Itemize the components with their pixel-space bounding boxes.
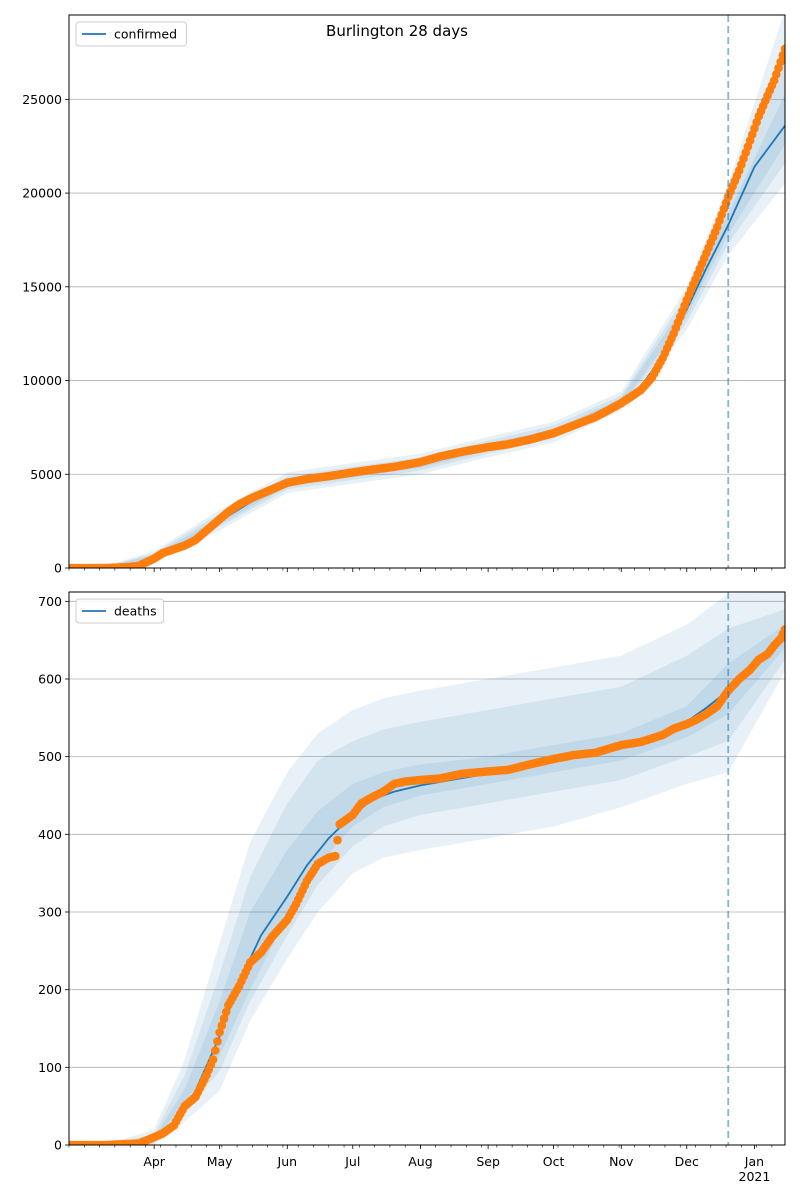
x-tick-label: Jan <box>744 1154 764 1169</box>
x-tick-label: May <box>207 1154 233 1169</box>
legend-label: deaths <box>114 604 157 619</box>
y-tick-label: 5000 <box>30 467 62 482</box>
x-tick-label: Oct <box>543 1154 565 1169</box>
x-tick-label: Nov <box>609 1154 634 1169</box>
observed-point <box>333 835 342 845</box>
y-tick-label: 20000 <box>22 186 62 201</box>
y-tick-label: 0 <box>54 561 62 576</box>
observed-point <box>221 1007 231 1017</box>
observed-point <box>778 51 785 60</box>
y-tick-label: 600 <box>38 671 62 686</box>
observed-point <box>213 1037 222 1046</box>
y-tick-label: 15000 <box>22 279 62 294</box>
observed-point <box>219 1014 229 1024</box>
x-tick-label: 2021 <box>739 1169 771 1184</box>
y-tick-label: 0 <box>54 1138 62 1153</box>
y-tick-label: 700 <box>38 594 62 609</box>
x-tick-label: Sep <box>476 1154 500 1169</box>
uncertainty-band <box>117 624 785 1145</box>
deaths-panel: 0 100 200 300 400 500 600 700 Apr May Jun Jul Aug Sep… <box>38 591 786 1184</box>
observed-point <box>208 1055 218 1064</box>
uncertainty-band <box>117 592 785 1145</box>
legend-box <box>75 598 165 624</box>
y-tick-label: 10000 <box>22 373 62 388</box>
x-tick-label: Apr <box>143 1154 165 1169</box>
y-tick-label: 25000 <box>22 92 62 107</box>
y-tick-label: 500 <box>38 749 62 764</box>
plot-area <box>69 15 785 568</box>
x-tick-label: Aug <box>408 1154 432 1169</box>
observed-point <box>331 851 340 861</box>
observed-point <box>215 1028 224 1037</box>
chart-title: Burlington 28 days <box>326 22 468 40</box>
observed-point <box>217 1021 227 1030</box>
confirmed-panel: 0 5000 10000 15000 20000 25000 confirmed <box>22 14 786 576</box>
y-tick-label: 300 <box>38 904 62 919</box>
axes-frame <box>68 591 786 1146</box>
x-tick-label: Jul <box>344 1154 360 1169</box>
y-tick-label: 100 <box>38 1060 62 1075</box>
observed-point <box>776 57 785 67</box>
x-tick-label: Jun <box>277 1154 298 1169</box>
y-tick-label: 200 <box>38 982 62 997</box>
y-tick-label: 400 <box>38 827 62 842</box>
observed-point <box>210 1046 220 1055</box>
legend-box <box>75 21 187 47</box>
observed-point <box>780 624 785 634</box>
axes-frame <box>68 14 786 569</box>
observed-point <box>780 44 785 54</box>
legend-label: confirmed <box>114 27 177 42</box>
plot-area <box>69 592 785 1145</box>
x-tick-label: Dec <box>675 1154 699 1169</box>
